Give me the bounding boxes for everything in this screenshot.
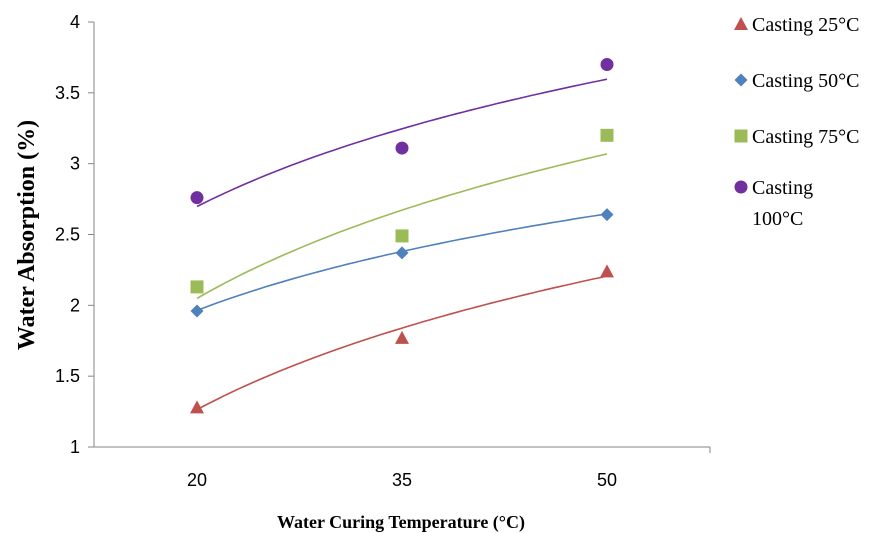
legend-marker: [734, 180, 748, 194]
data-point: [395, 229, 409, 243]
x-tick-label: 20: [187, 470, 207, 490]
legend-marker: [734, 129, 748, 143]
x-axis-title: Water Curing Temperature (°C): [277, 512, 525, 533]
data-markers: [190, 58, 614, 414]
x-tick-label: 50: [597, 470, 617, 490]
y-tick-label: 2.5: [55, 225, 80, 245]
data-point: [190, 400, 204, 414]
data-point: [395, 246, 409, 260]
legend-marker: [734, 73, 748, 87]
data-point: [600, 58, 614, 71]
y-tick-label: 1.5: [55, 366, 80, 386]
tick-labels: 1 1.5 2 2.5 3 3.5 4 20 35 50: [55, 12, 617, 490]
data-point: [600, 208, 614, 222]
legend-label: 100°C: [752, 208, 803, 230]
y-tick-label: 3.5: [55, 83, 80, 103]
legend-label: Casting 50°C: [752, 70, 859, 92]
trendline: [196, 275, 608, 411]
x-tick-label: 35: [392, 470, 412, 490]
legend-label: Casting: [752, 177, 813, 199]
data-point: [190, 304, 204, 318]
data-point: [600, 128, 614, 142]
y-axis-title: Water Absorption (%): [14, 120, 40, 350]
trendlines: [196, 78, 608, 411]
y-tick-label: 4: [70, 12, 80, 32]
data-point: [190, 191, 204, 205]
trendline: [196, 78, 608, 208]
axes: [88, 21, 711, 453]
y-tick-label: 1: [70, 437, 80, 457]
legend-label: Casting 75°C: [752, 126, 859, 148]
data-point: [190, 280, 204, 294]
legend-label: Casting 25°C: [752, 14, 859, 36]
y-tick-label: 3: [70, 154, 80, 174]
y-tick-label: 2: [70, 295, 80, 315]
data-point: [395, 330, 409, 344]
data-point: [600, 264, 614, 278]
legend-marker: [734, 17, 748, 30]
data-point: [395, 141, 409, 155]
legend: Casting 25°C Casting 50°C Casting 75°C Cast…: [734, 14, 859, 230]
trendline: [196, 153, 608, 300]
trendline: [196, 213, 608, 312]
